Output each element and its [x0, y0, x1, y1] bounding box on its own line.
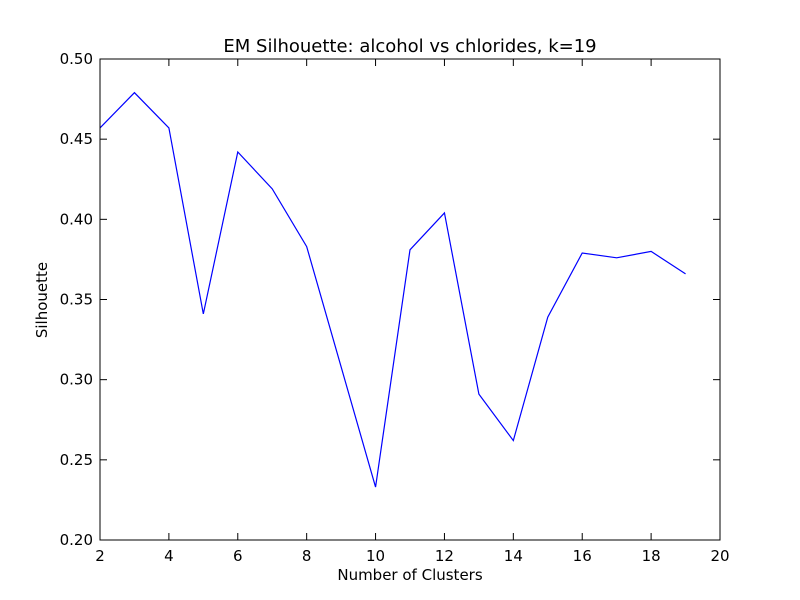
plot-area: 2 4 6 8 10 12 14 16 18 20 0.20 0.25 0.30 0.35 0.40 0.45… — [60, 50, 730, 565]
y-tick-label: 0.50 — [60, 50, 93, 68]
x-tick-label: 8 — [302, 547, 312, 565]
y-tick-label: 0.35 — [60, 291, 93, 309]
x-tick-label: 14 — [504, 547, 523, 565]
y-tick-label: 0.45 — [60, 130, 93, 148]
y-axis-label: Silhouette — [33, 262, 51, 338]
x-tick-label: 6 — [233, 547, 243, 565]
x-tick-label: 20 — [710, 547, 729, 565]
y-tick-label: 0.40 — [60, 210, 93, 228]
x-tick-label: 12 — [435, 547, 454, 565]
series-line-0 — [99, 91, 686, 488]
x-tick-label: 2 — [95, 547, 105, 565]
y-tick-label: 0.25 — [60, 451, 93, 469]
x-tick-label: 18 — [642, 547, 661, 565]
x-tick-label: 16 — [573, 547, 592, 565]
x-tick-label: 4 — [164, 547, 174, 565]
y-tick-label: 0.30 — [60, 371, 93, 389]
y-tick-label: 0.20 — [60, 531, 93, 549]
chart-title: EM Silhouette: alcohol vs chlorides, k=1… — [223, 36, 596, 57]
x-axis-label: Number of Clusters — [337, 566, 482, 584]
x-tick-label: 10 — [366, 547, 385, 565]
